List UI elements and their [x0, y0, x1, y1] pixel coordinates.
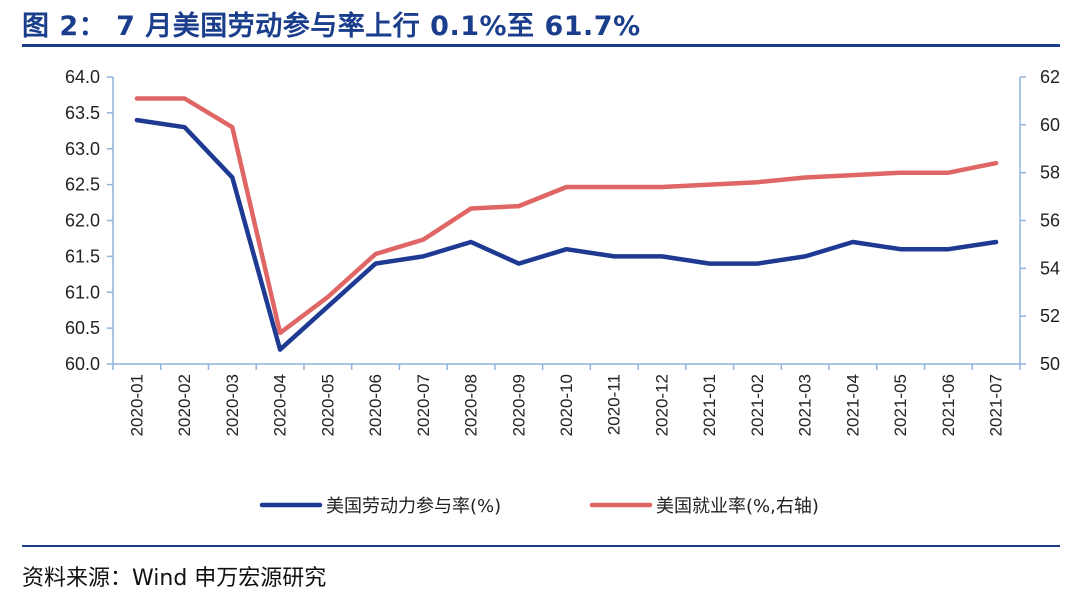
x-tick-label: 2021-03 — [796, 374, 815, 436]
x-tick-label: 2020-06 — [366, 374, 385, 436]
x-tick-label: 2020-01 — [127, 374, 146, 436]
chart-legend: 美国劳动力参与率(%) 美国就业率(%,右轴) — [259, 496, 819, 517]
right-tick-label: 62 — [1040, 67, 1060, 87]
x-tick-label: 2021-02 — [748, 374, 767, 436]
page-title: 图 2： 7 月美国劳动参与率上行 0.1%至 61.7% — [22, 11, 641, 42]
chart-axes — [112, 77, 1021, 365]
x-tick-label: 2021-05 — [891, 374, 910, 436]
legend-participation-label: 美国劳动力参与率(%) — [326, 496, 501, 517]
right-tick-label: 52 — [1040, 306, 1060, 326]
x-axis-ticks: 2020-01 2020-02 2020-03 2020-04 2020-05 2020-… — [112, 364, 1021, 436]
x-tick-label: 2020-12 — [652, 374, 671, 436]
right-tick-label: 56 — [1040, 211, 1060, 231]
x-tick-label: 2020-09 — [509, 374, 528, 436]
x-tick-label: 2020-05 — [318, 374, 337, 436]
line-chart: 60.060.561.061.562.062.563.063.564.0 505… — [65, 67, 1060, 517]
left-tick-label: 63.0 — [65, 139, 100, 159]
left-tick-label: 62.5 — [65, 175, 100, 195]
x-tick-label: 2020-07 — [414, 374, 433, 436]
employment-rate-line — [134, 96, 999, 336]
left-tick-label: 62.0 — [65, 211, 100, 231]
footer-rule — [22, 545, 1060, 547]
title-rule — [22, 44, 1060, 47]
right-axis-ticks: 50 52 54 56 58 60 62 — [1020, 67, 1060, 374]
left-tick-label: 60.0 — [65, 354, 100, 374]
participation-rate-line — [134, 117, 999, 352]
right-tick-label: 50 — [1040, 354, 1060, 374]
x-tick-label: 2021-04 — [843, 374, 862, 436]
x-tick-label: 2020-04 — [271, 374, 290, 436]
x-tick-label: 2020-02 — [175, 374, 194, 436]
x-tick-label: 2021-01 — [700, 374, 719, 436]
left-axis-ticks: 60.0 60.5 61.0 61.5 62.0 62.5 63.0 63.5 64.0 — [65, 67, 113, 374]
x-tick-label: 2021-06 — [939, 374, 958, 436]
left-tick-label: 61.5 — [65, 246, 100, 266]
right-tick-label: 58 — [1040, 163, 1060, 183]
series-lines — [134, 96, 999, 352]
x-tick-label: 2020-11 — [605, 374, 624, 435]
left-tick-label: 63.5 — [65, 103, 100, 123]
right-tick-label: 60 — [1040, 115, 1060, 135]
left-tick-label: 64.0 — [65, 67, 100, 87]
legend-employment-label: 美国就业率(%,右轴) — [656, 496, 819, 517]
left-tick-label: 60.5 — [65, 318, 100, 338]
left-tick-label: 61.0 — [65, 282, 100, 302]
x-tick-label: 2021-07 — [987, 374, 1006, 436]
x-tick-label: 2020-08 — [462, 374, 481, 436]
x-tick-label: 2020-03 — [223, 374, 242, 436]
x-tick-label: 2020-10 — [557, 374, 576, 436]
right-tick-label: 54 — [1040, 258, 1060, 278]
source-note: 资料来源：Wind 申万宏源研究 — [22, 566, 327, 591]
